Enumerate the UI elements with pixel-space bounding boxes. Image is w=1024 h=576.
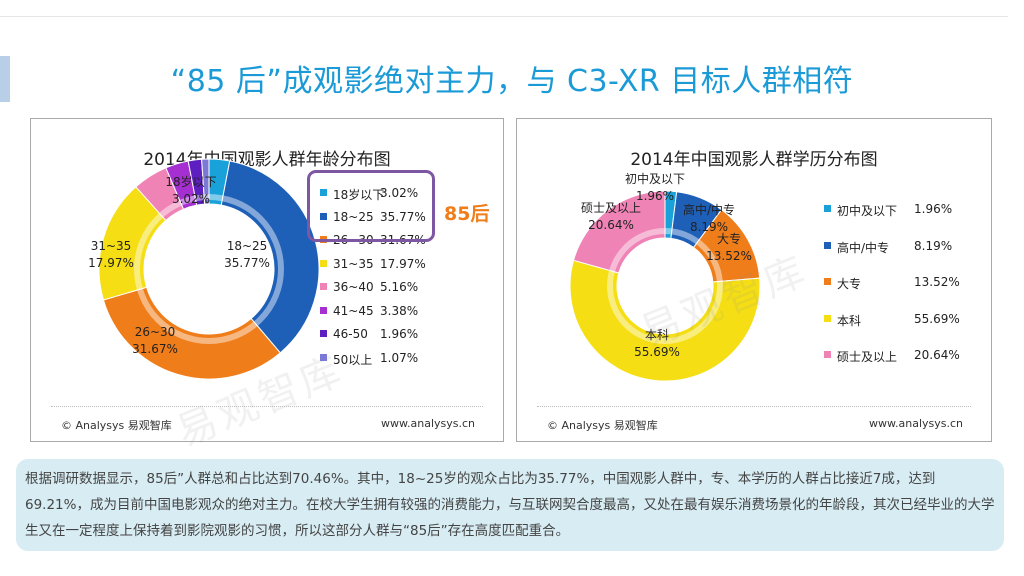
source-url: www.analysys.cn	[381, 417, 475, 430]
legend-swatch	[824, 314, 831, 322]
legend-label: 本科	[837, 313, 862, 328]
source-credit: © Analysys 易观智库	[61, 419, 172, 432]
slice-label: 初中及以下	[625, 171, 685, 186]
legend-swatch	[320, 189, 327, 196]
slice-label: 18岁以下	[165, 174, 216, 189]
legend-value: 1.96%	[914, 202, 953, 216]
legend-item: 31~35 17.97%	[320, 257, 440, 273]
slice-value-label: 31.67%	[132, 342, 178, 356]
slice-label: 31~35	[91, 239, 132, 253]
legend-item: 本科 55.69%	[824, 312, 974, 328]
slice-label: 高中/中专	[683, 202, 735, 217]
age-chart-panel: 2014年中国观影人群年龄分布图 18岁以下 3.02% 18~25 35.77% 26…	[30, 118, 504, 456]
legend-swatch	[320, 353, 327, 361]
legend-swatch	[320, 330, 327, 337]
legend-label: 41~45	[333, 303, 374, 318]
education-chart-title: 2014年中国观影人群学历分布图	[630, 150, 878, 170]
legend-value: 3.38%	[380, 303, 419, 318]
legend-item: 高中/中专 8.19%	[824, 239, 974, 255]
legend-value: 20.64%	[914, 348, 960, 362]
legend-label: 硕士及以上	[837, 350, 898, 364]
donut-slice	[102, 286, 281, 380]
slice-value-label: 8.19%	[690, 220, 728, 234]
slice-value-label: 35.77%	[224, 256, 270, 270]
source-credit: © Analysys 易观智库	[547, 419, 658, 432]
slice-label: 26~30	[135, 325, 176, 339]
legend-value: 3.02%	[380, 186, 419, 200]
legend-swatch	[320, 259, 327, 267]
summary-box: 根据调研数据显示，85后”人群总和占比达到70.46%。其中，18~25岁的观众…	[16, 459, 1004, 551]
age-donut-chart: 18岁以下 3.02% 18~25 35.77% 26~30 31.67% 31~35 17.…	[88, 158, 320, 380]
85s-highlight-box	[307, 170, 435, 242]
legend-swatch	[824, 278, 831, 285]
legend-swatch	[824, 351, 831, 358]
legend-item: 41~45 3.38%	[320, 304, 440, 320]
legend-label: 18~25	[333, 209, 374, 224]
legend-item: 初中及以下 1.96%	[824, 202, 974, 218]
slice-value-label: 17.97%	[88, 256, 134, 270]
title-accent-bar	[0, 56, 10, 102]
legend-value: 55.69%	[914, 311, 960, 326]
legend-swatch	[824, 205, 831, 212]
summary-text: 根据调研数据显示，85后”人群总和占比达到70.46%。其中，18~25岁的观众…	[25, 471, 995, 539]
slice-value-label: 20.64%	[588, 218, 634, 232]
slice-value-label: 13.52%	[706, 249, 752, 263]
legend-item: 46-50 1.96%	[320, 327, 440, 343]
legend-item: 18岁以下 3.02%	[320, 186, 440, 202]
top-divider	[0, 16, 1008, 17]
legend-label: 36~40	[333, 280, 374, 294]
slice-label: 硕士及以上	[581, 201, 641, 215]
legend-label: 初中及以下	[837, 204, 898, 218]
legend-label: 50以上	[333, 352, 373, 367]
education-chart-panel: 2014年中国观影人群学历分布图 初中及以下 1.96% 高中/中专 8.19% 大专 1…	[516, 118, 992, 442]
legend-item: 36~40 5.16%	[320, 280, 440, 296]
legend-item: 50以上 1.07%	[320, 351, 440, 367]
page-title: “85 后”成观影绝对主力，与 C3-XR 目标人群相符	[170, 64, 854, 99]
legend-value: 1.96%	[380, 327, 419, 341]
legend-item: 大专 13.52%	[824, 275, 974, 291]
legend-value: 35.77%	[380, 209, 426, 224]
legend-item: 硕士及以上 20.64%	[824, 348, 974, 364]
legend-label: 大专	[837, 277, 862, 291]
legend-swatch	[320, 283, 327, 290]
donut-slice	[201, 158, 210, 205]
slice-value-label: 55.69%	[634, 345, 680, 359]
85s-highlight-label: 85后	[444, 203, 490, 225]
legend-value: 8.19%	[914, 238, 953, 253]
slice-value-label: 1.96%	[636, 189, 674, 203]
slice-label: 大专	[717, 231, 741, 246]
slice-label: 18~25	[227, 239, 268, 253]
legend-item: 18~25 35.77%	[320, 210, 440, 226]
donut-inner-ring	[134, 194, 284, 344]
legend-swatch	[824, 241, 831, 249]
legend-value: 13.52%	[914, 275, 960, 289]
legend-swatch	[320, 306, 327, 314]
legend-label: 46-50	[333, 327, 368, 341]
source-url: www.analysys.cn	[869, 417, 963, 430]
footer-divider	[51, 406, 483, 407]
legend-label: 高中/中专	[837, 240, 890, 255]
legend-label: 18岁以下	[333, 188, 385, 202]
legend-value: 1.07%	[380, 350, 419, 365]
slice-value-label: 3.02%	[172, 192, 210, 206]
legend-swatch	[320, 212, 327, 220]
education-donut-chart: 初中及以下 1.96% 高中/中专 8.19%大专 13.52% 本科 55.69% 硕士及以…	[569, 171, 761, 382]
legend-value: 17.97%	[380, 256, 426, 271]
slice-label: 本科	[645, 328, 669, 342]
legend-label: 31~35	[333, 256, 374, 271]
footer-divider	[537, 406, 971, 407]
donut-slice	[569, 259, 761, 382]
donut-slice	[220, 160, 320, 354]
donut-inner-ring	[607, 228, 723, 344]
legend-value: 5.16%	[380, 280, 419, 294]
donut-slice	[572, 190, 666, 274]
